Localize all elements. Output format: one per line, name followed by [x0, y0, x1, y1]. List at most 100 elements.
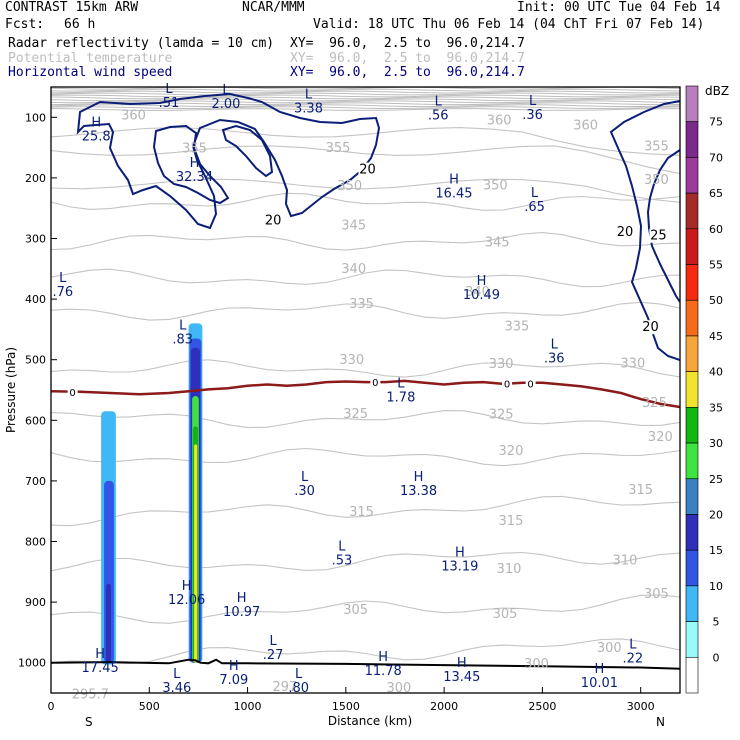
extremum-value-3: .56: [428, 109, 449, 124]
colorbar-label-14: 70: [709, 151, 723, 164]
extremum-value-15: 13.38: [400, 484, 437, 499]
extremum-value-4: .36: [522, 108, 543, 123]
extremum-type-9: L: [59, 271, 67, 286]
organization: NCAR/MMM: [242, 0, 305, 15]
extremum-type-13: L: [397, 377, 405, 392]
theta-label-17: 330: [620, 357, 645, 372]
theta-label-22: 320: [648, 430, 673, 445]
extremum-value-21: .22: [622, 652, 643, 667]
extremum-type-4: L: [529, 94, 537, 109]
colorbar-label-7: 35: [709, 401, 723, 414]
theta-label-9: 345: [341, 218, 366, 233]
theta-label-21: 320: [499, 444, 524, 459]
freezing-label-bg-1: [370, 376, 381, 388]
freezing-label-1: 0: [372, 378, 378, 389]
colorbar-label-13: 65: [709, 187, 723, 200]
wind-label-1: 20: [265, 214, 282, 229]
extremum-value-25: 7.09: [219, 673, 248, 688]
theta-labels: 360 355 360 360 355 355 350 350 350 345 345 340 340 3…: [72, 109, 673, 703]
colorbar-label-11: 55: [709, 259, 723, 272]
x-tick-label-3: 1500: [332, 700, 360, 713]
extremum-type-27: L: [173, 667, 181, 682]
theta-label-27: 310: [613, 554, 638, 569]
x-axis-left-end: S: [85, 715, 93, 729]
colorbar-bin-4: [685, 228, 699, 265]
theta-contour-2: [51, 268, 680, 288]
extremum-value-18: 12.06: [168, 593, 205, 608]
field-wind-xy: XY= 96.0, 2.5 to 96.0,214.7: [290, 65, 525, 80]
y-tick-label-5: 600: [25, 414, 46, 427]
colorbar-bin-11: [685, 478, 699, 515]
colorbar-bin-2: [685, 157, 699, 194]
wind-label-bg-1: [264, 213, 283, 228]
colorbar-bin-8: [685, 371, 699, 408]
extremum-type-3: L: [435, 95, 443, 110]
colorbar-bin-1: [685, 121, 699, 158]
theta-upper-line-2: [51, 90, 680, 94]
theta-label-33: 300: [387, 681, 412, 696]
wind-label-bg-4: [641, 320, 660, 335]
extremum-value-20: .27: [263, 648, 284, 663]
colorbar-label-3: 15: [709, 544, 723, 557]
model-name: CONTRAST 15km ARW: [5, 0, 139, 15]
wind-label-bg-2: [615, 225, 634, 240]
theta-label-10: 345: [485, 235, 510, 250]
extremum-value-9: .76: [52, 285, 73, 300]
theta-contour-0: [51, 192, 680, 211]
theta-label-5: 355: [644, 140, 669, 155]
theta-contour-10: [51, 638, 680, 665]
x-axis-right-end: N: [656, 715, 665, 729]
extremum-value-14: .30: [294, 484, 315, 499]
theta-label-6: 350: [337, 179, 362, 194]
freezing-label-bg-0: [67, 385, 78, 397]
extremum-type-15: H: [414, 470, 424, 485]
theta-label-12: 340: [465, 285, 490, 300]
extremum-type-21: L: [629, 638, 637, 653]
extremum-value-2: 3.38: [294, 101, 323, 116]
theta-label-26: 310: [497, 562, 522, 577]
theta-contour-8: [51, 551, 680, 572]
colorbar-bin-9: [685, 407, 699, 444]
theta-upper-line-3: [51, 92, 680, 96]
colorbar-bin-16: [685, 656, 699, 694]
theta-label-8: 350: [644, 173, 669, 188]
theta-contours-upper-stack: [51, 87, 680, 111]
forecast-label: Fcst:: [5, 17, 45, 32]
theta-label-1: 355: [182, 141, 207, 156]
theta-contour-9: [51, 594, 680, 624]
extremum-value-10: 10.49: [463, 288, 500, 303]
colorbar-bin-15: [685, 621, 699, 658]
theta-upper-line-10: [51, 106, 680, 110]
extremum-type-5: H: [91, 115, 101, 130]
freezing-label-0: 0: [69, 388, 75, 399]
x-axis-title: Distance (km): [328, 714, 412, 728]
colorbar-label-4: 20: [709, 508, 723, 521]
extremum-value-24: 13.45: [443, 670, 480, 685]
wind-labels: 20 20 20 25 20: [264, 162, 668, 335]
theta-upper-line-4: [51, 94, 680, 98]
colorbar-label-5: 25: [709, 473, 723, 486]
plot-area: [51, 87, 680, 693]
colorbar-label-1: 5: [713, 616, 720, 629]
y-tick-label-2: 300: [25, 233, 46, 246]
theta-contour-7: [51, 495, 680, 527]
colorbar-bin-0: [685, 85, 699, 123]
theta-upper-contour-1: [51, 178, 680, 203]
field-reflectivity-xy: XY= 96.0, 2.5 to 96.0,214.7: [290, 36, 525, 51]
wind-contour-20-upper-left: [76, 92, 381, 230]
x-tick-label-2: 1000: [234, 700, 262, 713]
extremum-value-0: .51: [159, 96, 180, 111]
theta-label-35: 297: [272, 680, 297, 695]
theta-label-28: 305: [343, 603, 368, 618]
freezing-label-3: 0: [527, 379, 533, 390]
extremum-value-16: .53: [332, 554, 353, 569]
extremum-value-26: 10.01: [581, 676, 618, 691]
colorbar-bin-5: [685, 264, 699, 301]
x-tick-label-0: 0: [48, 700, 55, 713]
extremum-value-22: 17.45: [82, 661, 119, 676]
colorbar-bin-3: [685, 192, 699, 230]
theta-label-3: 360: [573, 118, 598, 133]
colorbar-bin-6: [685, 299, 699, 337]
theta-upper-line-11: [51, 108, 680, 111]
extremum-type-22: H: [95, 647, 105, 662]
